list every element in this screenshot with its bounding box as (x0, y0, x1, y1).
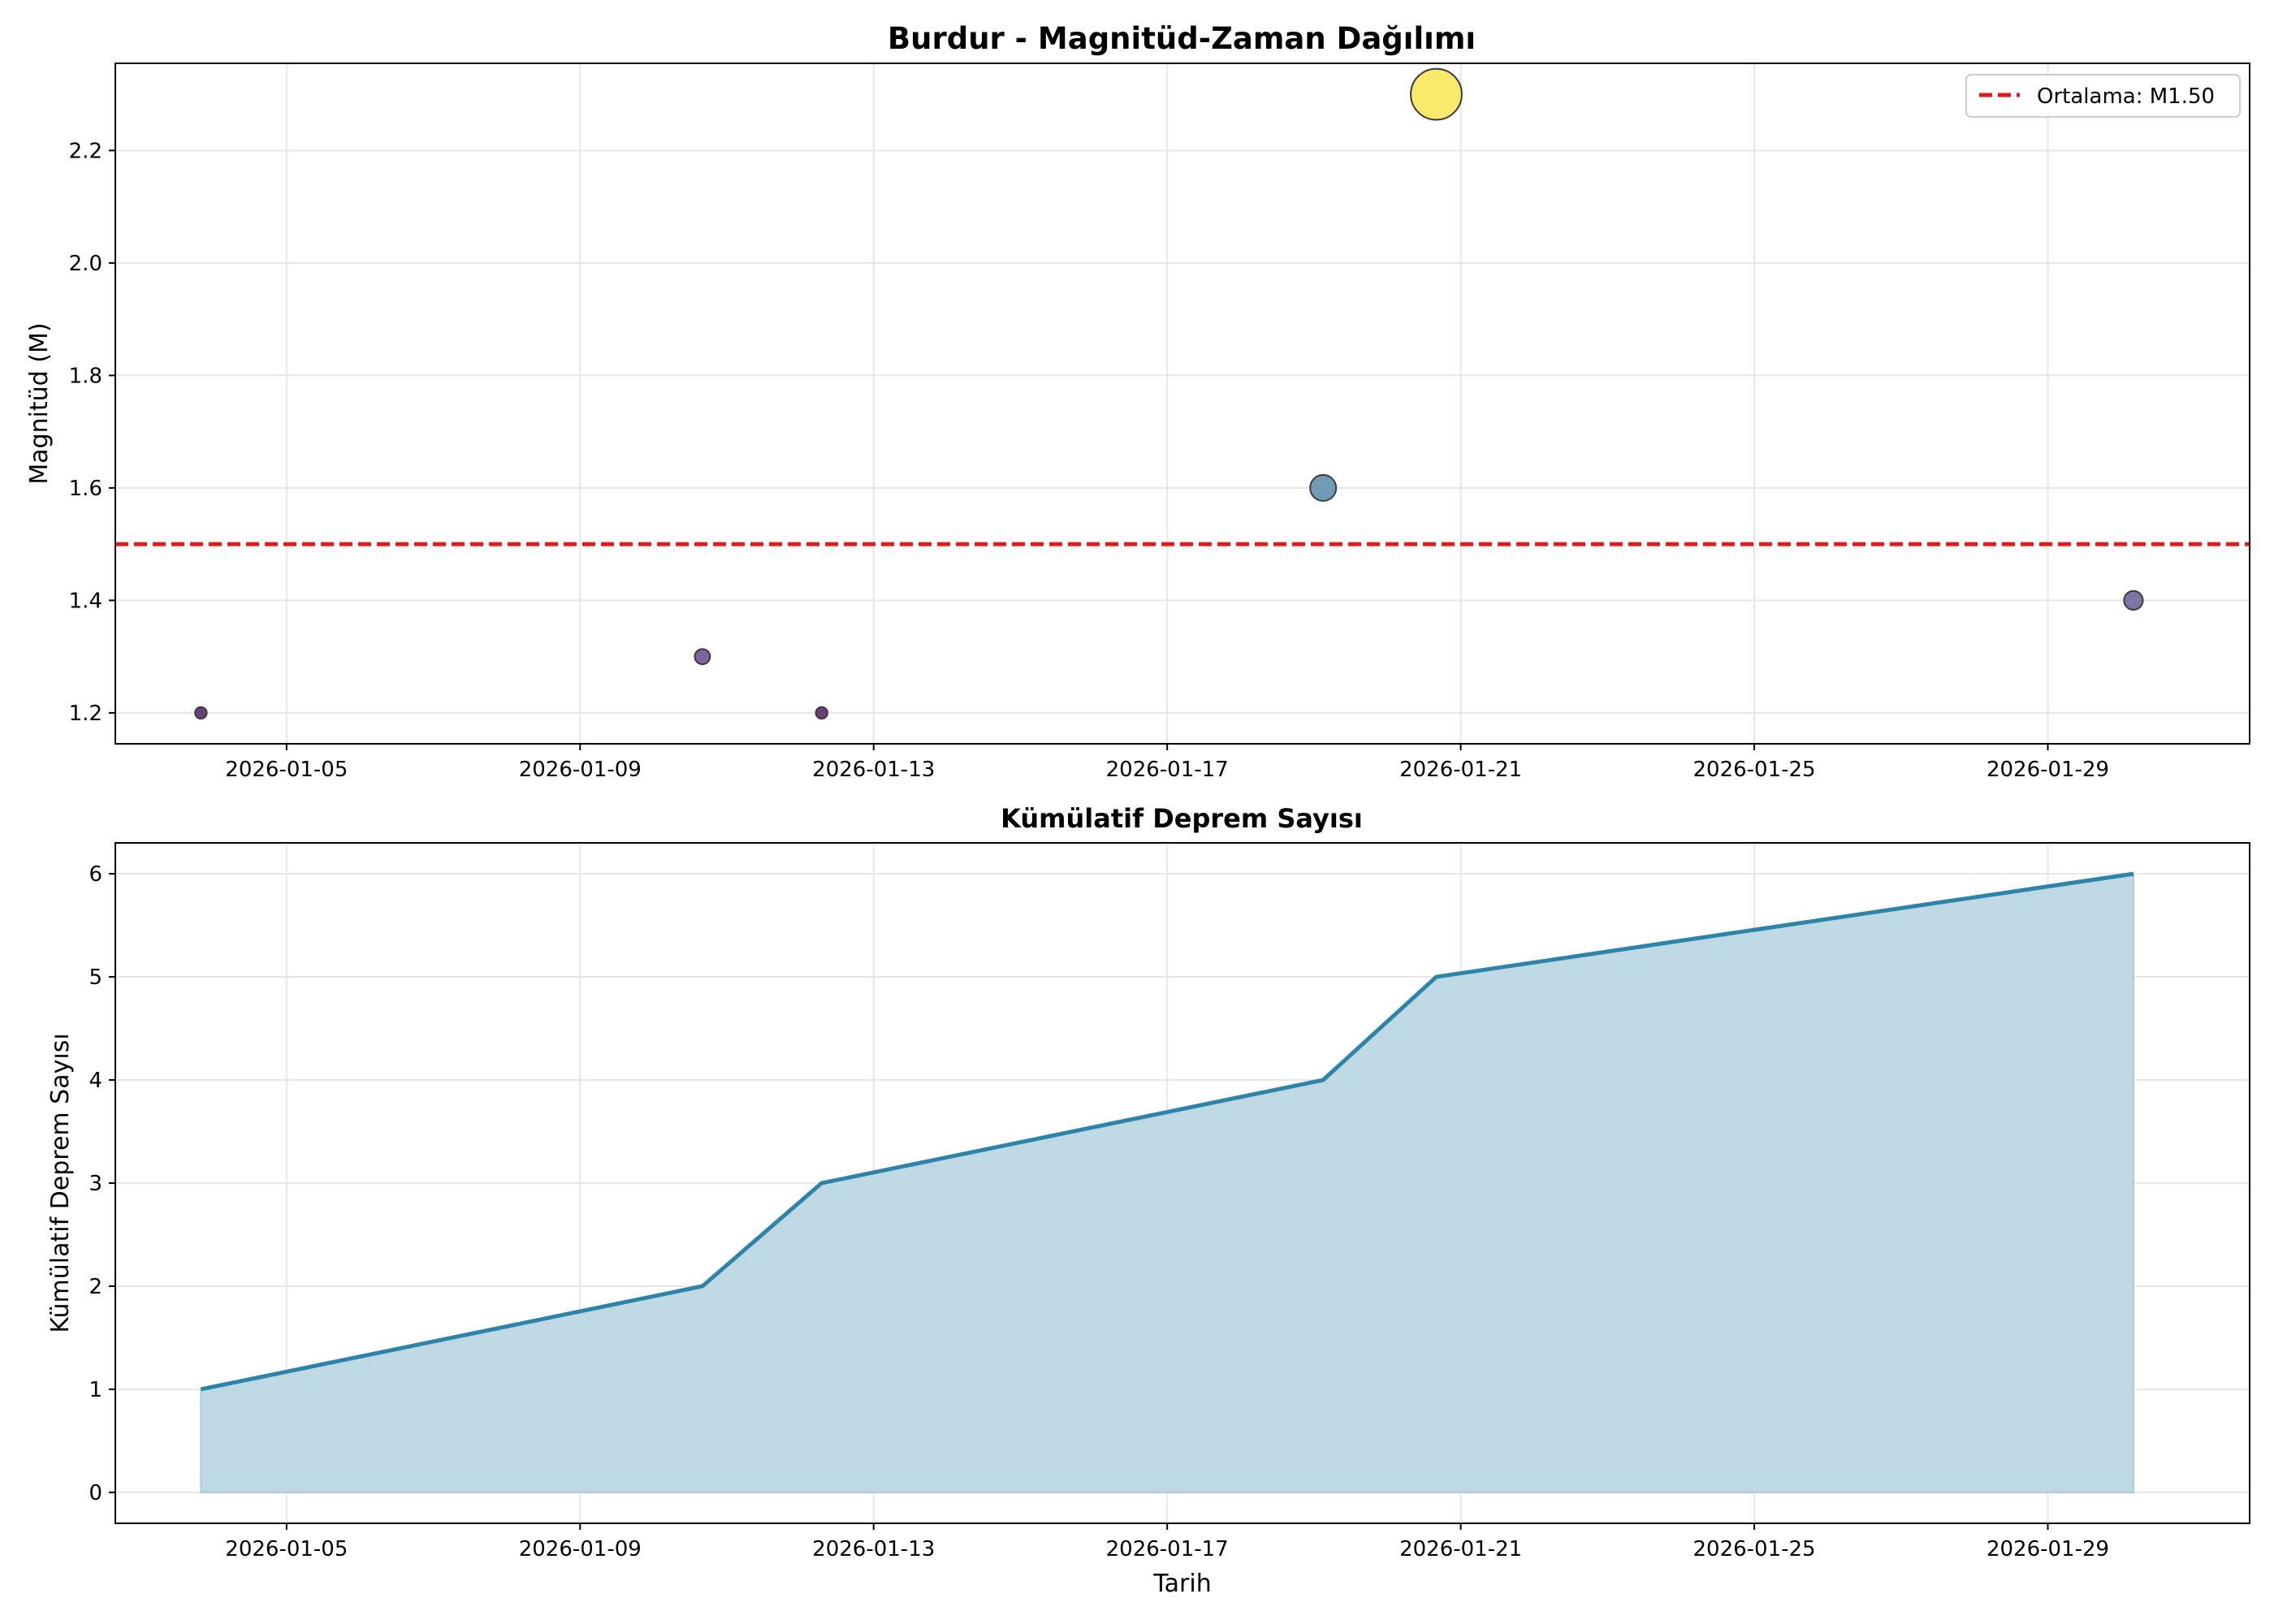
magnitude-axes-frame (115, 63, 2250, 745)
cumulative-y-tick-label: 4 (89, 1069, 102, 1093)
magnitude-y-tick-label: 1.2 (69, 702, 102, 726)
magnitude-y-tick-label: 1.4 (69, 589, 102, 613)
magnitude-x-tick-label: 2026-01-25 (1693, 758, 1816, 782)
magnitude-y-axis-label: Magnitüd (M) (25, 322, 54, 484)
cumulative-y-tick-label: 6 (89, 862, 102, 887)
magnitude-y-ticks: 1.2 1.4 1.6 1.8 2.0 2.2 (69, 139, 115, 726)
magnitude-legend: Ortalama: M1.50 (1965, 74, 2241, 118)
magnitude-x-tick-label: 2026-01-09 (519, 758, 642, 782)
magnitude-x-tick-label: 2026-01-21 (1399, 758, 1522, 782)
cumulative-y-tick-label: 1 (89, 1378, 102, 1402)
cumulative-y-axis-label: Kümülatif Deprem Sayısı (46, 1033, 75, 1332)
magnitude-x-tick-label: 2026-01-13 (812, 758, 935, 782)
cumulative-line (200, 871, 2134, 1392)
earthquake-point (815, 706, 828, 720)
magnitude-x-tick-label: 2026-01-29 (1987, 758, 2109, 782)
cumulative-count-chart: Kümülatif Deprem Sayısı 2026-01-05 2026-0… (46, 803, 2250, 1598)
earthquake-point (1410, 67, 1463, 121)
cumulative-x-tick-label: 2026-01-13 (812, 1537, 935, 1561)
cumulative-x-axis-label: Tarih (1152, 1570, 1211, 1598)
magnitude-time-chart: Burdur - Magnitüd-Zaman Dağılımı 2026-01… (25, 21, 2250, 782)
magnitude-x-tick-label: 2026-01-17 (1106, 758, 1229, 782)
cumulative-y-ticks: 0 1 2 3 4 5 6 (89, 862, 115, 1505)
cumulative-y-tick-label: 0 (89, 1481, 102, 1505)
cumulative-x-tick-label: 2026-01-05 (225, 1537, 348, 1561)
cumulative-y-tick-label: 2 (89, 1275, 102, 1299)
magnitude-plot-area (115, 67, 2250, 720)
earthquake-point (694, 648, 711, 666)
legend-box (1965, 74, 2241, 118)
cumulative-x-tick-label: 2026-01-25 (1693, 1537, 1816, 1561)
magnitude-grid (115, 63, 2250, 744)
magnitude-x-tick-label: 2026-01-05 (225, 758, 348, 782)
magnitude-y-tick-label: 2.2 (69, 139, 102, 163)
earthquake-point (194, 706, 208, 720)
earthquake-point (1309, 473, 1338, 502)
cumulative-x-tick-label: 2026-01-09 (519, 1537, 642, 1561)
cumulative-plot-area (200, 871, 2134, 1493)
cumulative-x-tick-label: 2026-01-21 (1399, 1537, 1522, 1561)
magnitude-x-ticks: 2026-01-05 2026-01-09 2026-01-13 2026-01-17… (225, 744, 2109, 782)
cumulative-chart-title: Kümülatif Deprem Sayısı (1001, 803, 1363, 834)
magnitude-y-tick-label: 1.6 (69, 477, 102, 501)
cumulative-y-tick-label: 3 (89, 1172, 102, 1196)
earthquake-point (2123, 590, 2144, 611)
magnitude-y-tick-label: 1.8 (69, 364, 102, 388)
cumulative-x-tick-label: 2026-01-29 (1987, 1537, 2109, 1561)
cumulative-x-ticks: 2026-01-05 2026-01-09 2026-01-13 2026-01-17… (225, 1523, 2109, 1561)
cumulative-x-tick-label: 2026-01-17 (1106, 1537, 1229, 1561)
magnitude-chart-title: Burdur - Magnitüd-Zaman Dağılımı (888, 21, 1476, 56)
cumulative-y-tick-label: 5 (89, 965, 102, 990)
magnitude-y-tick-label: 2.0 (69, 252, 102, 276)
legend-entry-mean: Ortalama: M1.50 (2037, 84, 2215, 109)
